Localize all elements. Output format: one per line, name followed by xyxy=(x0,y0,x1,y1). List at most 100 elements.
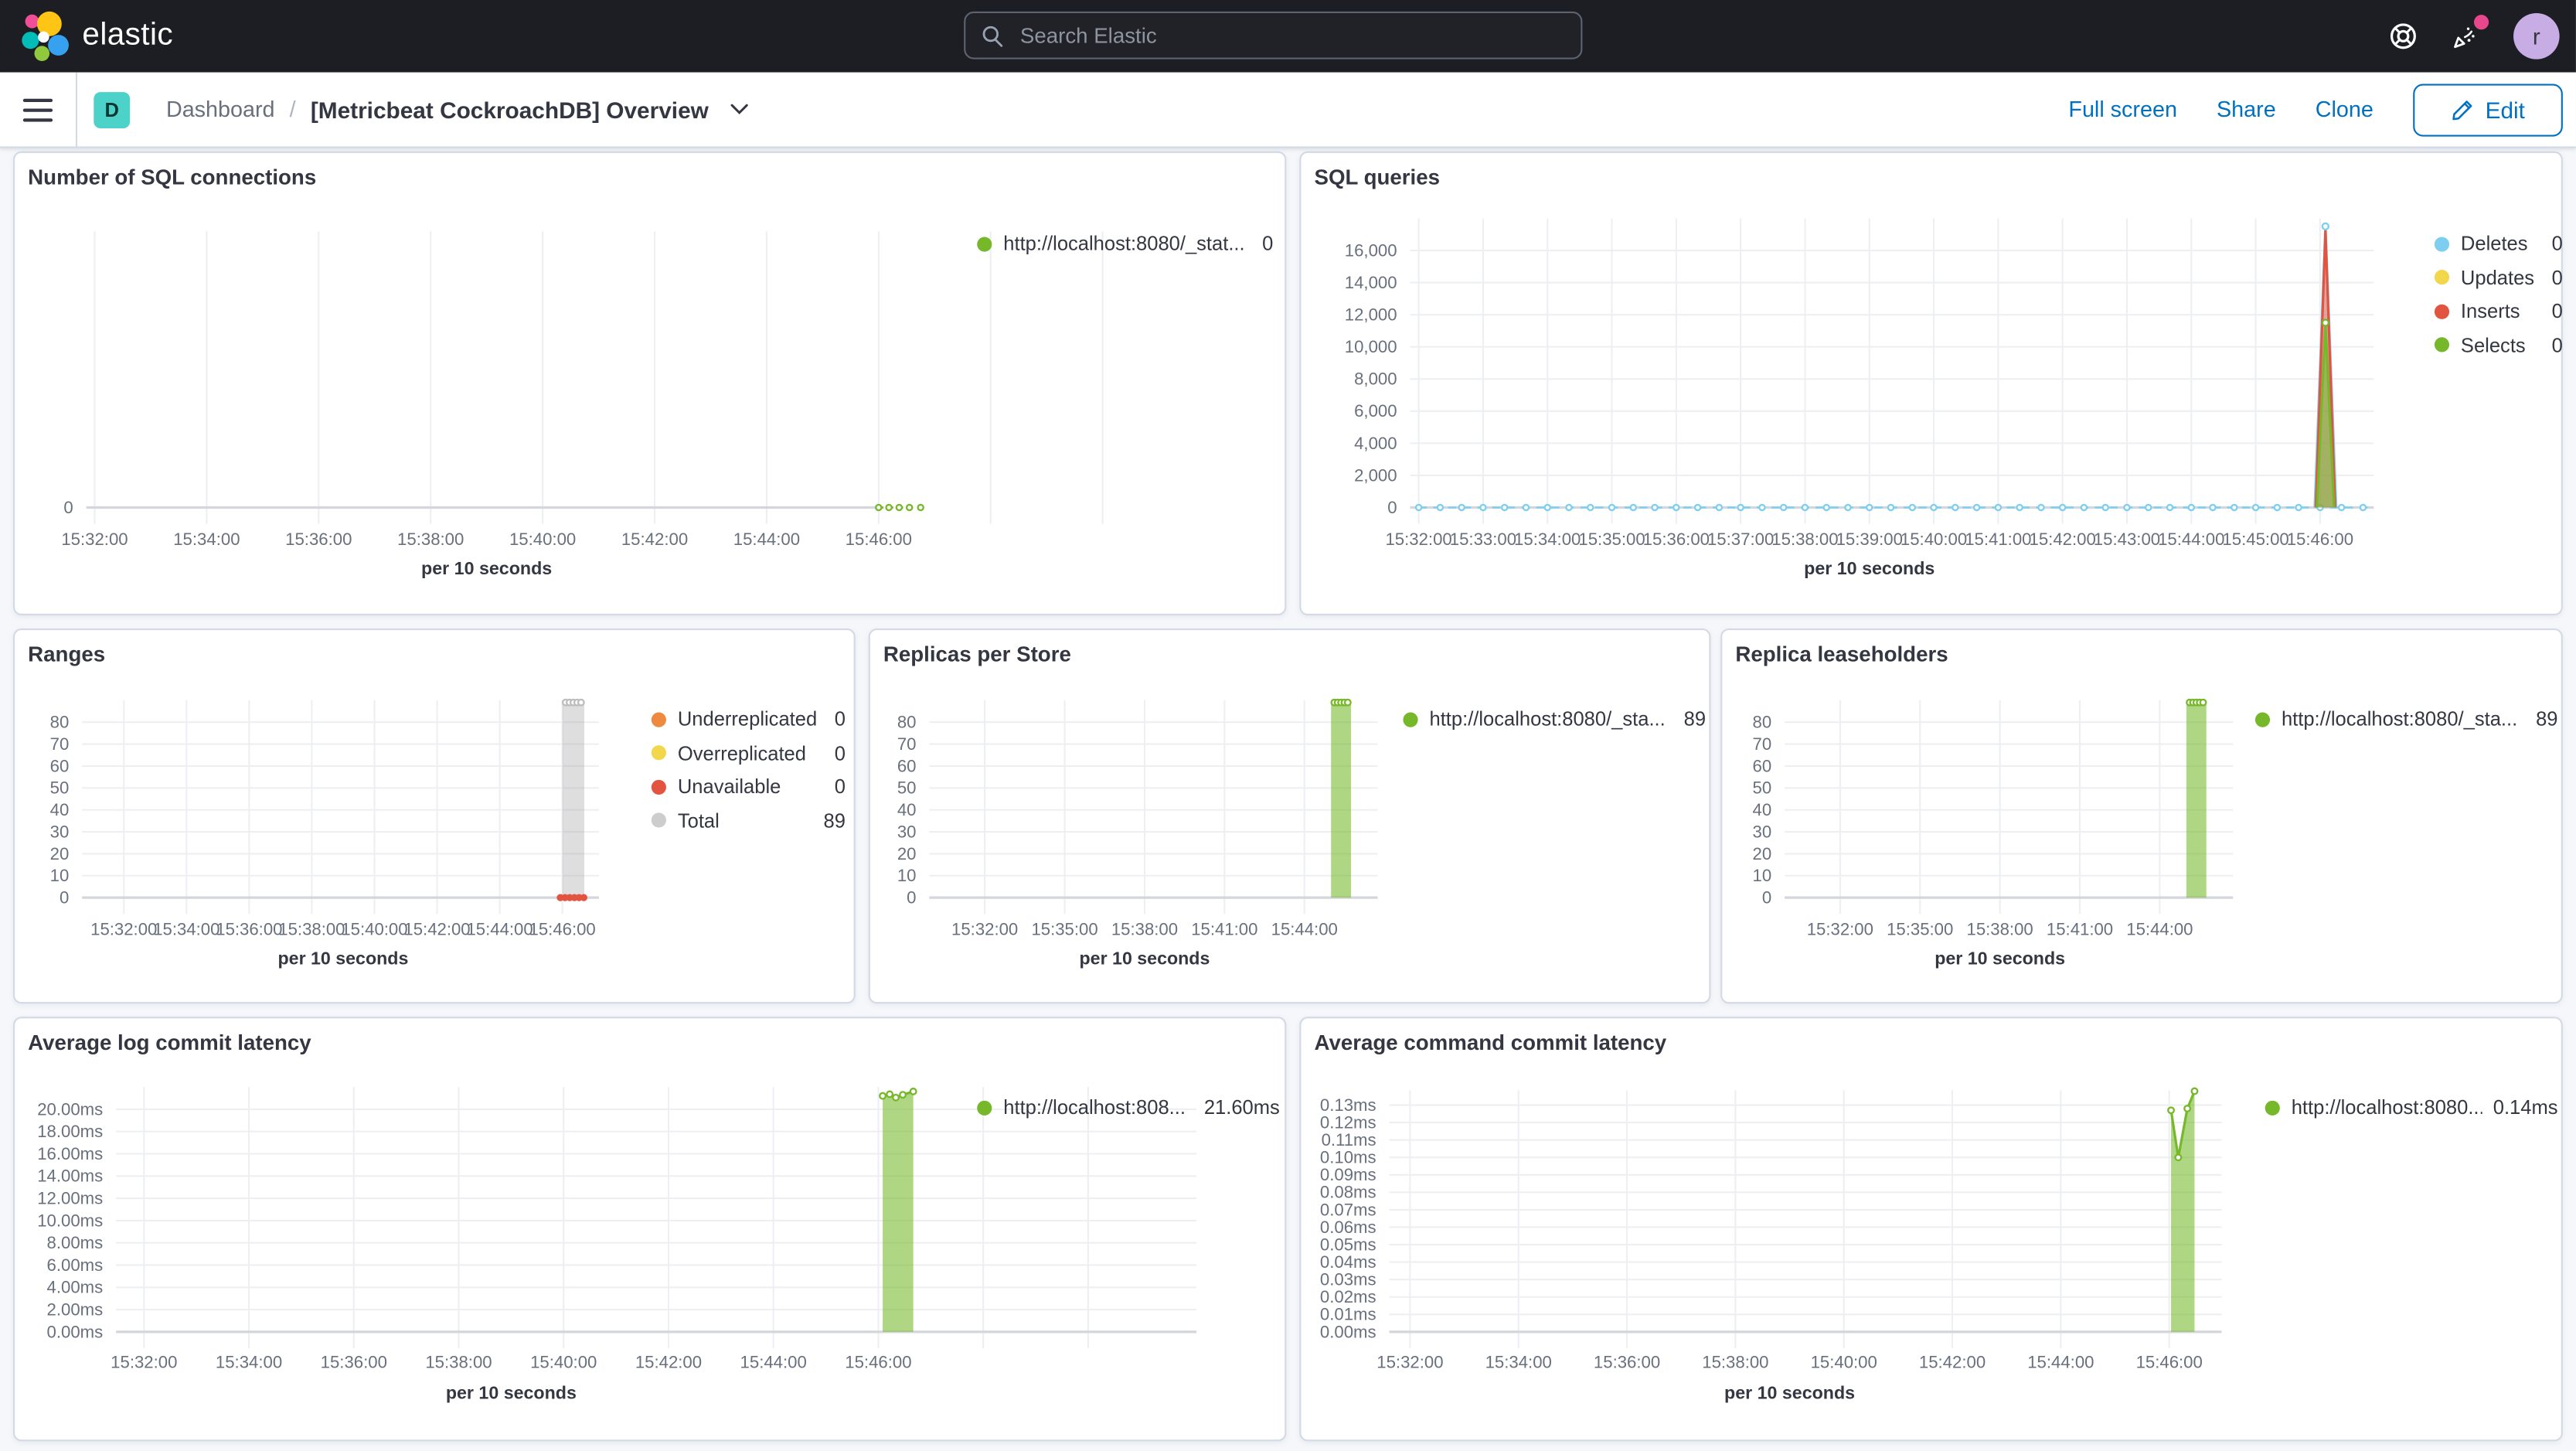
space-badge[interactable]: D xyxy=(94,91,131,128)
replicas-per-store-chart[interactable]: 0 10 20 30 40 50 60 70 80 15:32:00 15:35:00 15:38:0… xyxy=(870,630,1709,1002)
svg-text:15:40:00: 15:40:00 xyxy=(530,1352,597,1371)
panel-title[interactable]: Average command commit latency xyxy=(1314,1030,1667,1055)
svg-text:15:36:00: 15:36:00 xyxy=(321,1352,387,1371)
svg-text:15:46:00: 15:46:00 xyxy=(2287,530,2353,549)
panel-title[interactable]: Replica leaseholders xyxy=(1735,642,1948,666)
clone-button[interactable]: Clone xyxy=(2315,97,2374,122)
chevron-down-icon[interactable] xyxy=(730,104,748,115)
legend-item[interactable]: Overreplicated 0 xyxy=(651,736,846,770)
legend-item[interactable]: Unavailable 0 xyxy=(651,770,846,804)
svg-text:15:35:00: 15:35:00 xyxy=(1578,530,1645,549)
legend-item[interactable]: Total 89 xyxy=(651,804,846,838)
svg-text:15:40:00: 15:40:00 xyxy=(509,530,576,549)
legend-value: 0 xyxy=(2551,232,2563,256)
panel-title[interactable]: Ranges xyxy=(28,642,106,666)
svg-text:15:40:00: 15:40:00 xyxy=(1811,1352,1877,1371)
svg-text:15:42:00: 15:42:00 xyxy=(621,530,688,549)
notification-dot xyxy=(2473,15,2489,30)
legend-swatch-icon xyxy=(1403,712,1418,727)
search-input[interactable] xyxy=(1016,21,1565,49)
legend-item[interactable]: Selects 0 xyxy=(2434,329,2563,363)
svg-text:15:38:00: 15:38:00 xyxy=(278,920,345,939)
edit-button[interactable]: Edit xyxy=(2412,83,2563,136)
svg-text:8.00ms: 8.00ms xyxy=(47,1233,104,1252)
svg-text:70: 70 xyxy=(50,734,70,754)
panel-title[interactable]: Average log commit latency xyxy=(28,1030,311,1055)
svg-text:40: 40 xyxy=(1753,800,1772,819)
svg-text:15:42:00: 15:42:00 xyxy=(635,1352,702,1371)
sql-queries-chart[interactable]: 0 2,000 4,000 6,000 8,000 10,000 12,000 14,000 1… xyxy=(1301,153,2561,614)
svg-text:15:38:00: 15:38:00 xyxy=(425,1352,492,1371)
avg-log-commit-latency-chart[interactable]: 0.00ms 2.00ms 4.00ms 6.00ms 8.00ms 10.00ms 12.… xyxy=(15,1018,1285,1439)
menu-icon[interactable] xyxy=(22,97,53,121)
svg-text:0.10ms: 0.10ms xyxy=(1320,1148,1376,1167)
replica-leaseholders-chart[interactable]: 0 10 20 30 40 50 60 70 80 15:32:00 15:35:00 15:38:0… xyxy=(1722,630,2561,1002)
svg-text:0: 0 xyxy=(907,888,916,908)
svg-text:15:34:00: 15:34:00 xyxy=(1485,1352,1552,1371)
legend-label: http://localhost:8080/_stat... xyxy=(1003,232,1245,256)
full-screen-button[interactable]: Full screen xyxy=(2068,97,2177,122)
chart-legend: http://localhost:8080/_sta... 89 xyxy=(2254,703,2558,737)
svg-text:15:33:00: 15:33:00 xyxy=(1450,530,1516,549)
panel-title[interactable]: Number of SQL connections xyxy=(28,164,317,189)
legend-item[interactable]: http://localhost:8080/_sta... 89 xyxy=(2254,703,2558,737)
toolbar-divider xyxy=(75,71,78,148)
breadcrumb-dashboard-link[interactable]: Dashboard xyxy=(165,97,275,122)
panel-title[interactable]: SQL queries xyxy=(1314,164,1440,189)
svg-text:15:35:00: 15:35:00 xyxy=(1031,920,1097,939)
legend-item[interactable]: Updates 0 xyxy=(2434,261,2563,295)
svg-text:15:38:00: 15:38:00 xyxy=(1111,920,1178,939)
header-actions: r xyxy=(2388,0,2560,73)
pencil-icon xyxy=(2452,100,2472,120)
help-icon[interactable] xyxy=(2388,22,2418,51)
svg-text:60: 60 xyxy=(1753,756,1772,775)
legend-item[interactable]: Underreplicated 0 xyxy=(651,703,846,737)
svg-text:6.00ms: 6.00ms xyxy=(47,1255,104,1275)
legend-label: http://localhost:8080/_sta... xyxy=(2281,707,2518,731)
svg-text:8,000: 8,000 xyxy=(1354,370,1397,389)
chart-legend: Underreplicated 0 Overreplicated 0 Unavailab… xyxy=(651,703,846,838)
svg-text:15:38:00: 15:38:00 xyxy=(1771,530,1838,549)
legend-value: 21.60ms xyxy=(1203,1095,1280,1119)
svg-text:50: 50 xyxy=(897,778,917,798)
svg-text:15:42:00: 15:42:00 xyxy=(1919,1352,1986,1371)
svg-text:15:46:00: 15:46:00 xyxy=(845,1352,911,1371)
svg-text:15:39:00: 15:39:00 xyxy=(1836,530,1903,549)
svg-text:15:44:00: 15:44:00 xyxy=(740,1352,807,1371)
legend-swatch-icon xyxy=(2434,270,2450,285)
newsfeed-icon[interactable] xyxy=(2451,15,2489,51)
ranges-chart[interactable]: 0 10 20 30 40 50 60 70 80 15:32:0015:34:0015:36:0… xyxy=(15,630,853,1002)
svg-text:per 10 seconds: per 10 seconds xyxy=(1804,558,1935,578)
panel-title[interactable]: Replicas per Store xyxy=(883,642,1071,666)
legend-label: Overreplicated xyxy=(677,741,806,765)
svg-text:80: 80 xyxy=(897,713,917,732)
svg-text:10.00ms: 10.00ms xyxy=(37,1211,103,1230)
avatar-initial: r xyxy=(2532,22,2540,49)
legend-label: Total xyxy=(677,809,720,833)
sql-connections-chart[interactable]: 0 15:32:00 15:34:00 15:36:00 15:38:00 15:40:0… xyxy=(15,153,1285,614)
svg-text:15:32:00: 15:32:00 xyxy=(61,530,128,549)
legend-item[interactable]: http://localhost:8080/_sta... 89 xyxy=(1403,703,1706,737)
legend-item[interactable]: http://localhost:808... 21.60ms xyxy=(977,1091,1280,1125)
legend-item[interactable]: http://localhost:8080/_stat... 0 xyxy=(977,227,1273,261)
elastic-logo[interactable]: elastic xyxy=(20,10,173,63)
avg-command-commit-latency-chart[interactable]: 0.00ms0.01ms0.02ms0.03ms0.04ms0.05ms0.06… xyxy=(1301,1018,2561,1439)
legend-item[interactable]: http://localhost:8080... 0.14ms xyxy=(2265,1091,2558,1125)
svg-text:15:41:00: 15:41:00 xyxy=(2047,920,2113,939)
legend-swatch-icon xyxy=(651,745,666,761)
svg-text:15:38:00: 15:38:00 xyxy=(1967,920,2033,939)
user-avatar[interactable]: r xyxy=(2513,13,2560,60)
legend-swatch-icon xyxy=(2434,236,2450,252)
share-button[interactable]: Share xyxy=(2217,97,2276,122)
legend-swatch-icon xyxy=(651,779,666,795)
svg-text:20: 20 xyxy=(897,844,917,863)
legend-swatch-icon xyxy=(977,236,992,252)
legend-item[interactable]: Deletes 0 xyxy=(2434,227,2563,261)
legend-item[interactable]: Inserts 0 xyxy=(2434,295,2563,329)
global-search[interactable] xyxy=(964,11,1583,60)
svg-text:14.00ms: 14.00ms xyxy=(37,1167,103,1186)
svg-text:4.00ms: 4.00ms xyxy=(47,1278,104,1297)
legend-label: http://localhost:8080... xyxy=(2291,1095,2482,1119)
svg-text:0.08ms: 0.08ms xyxy=(1320,1183,1376,1202)
